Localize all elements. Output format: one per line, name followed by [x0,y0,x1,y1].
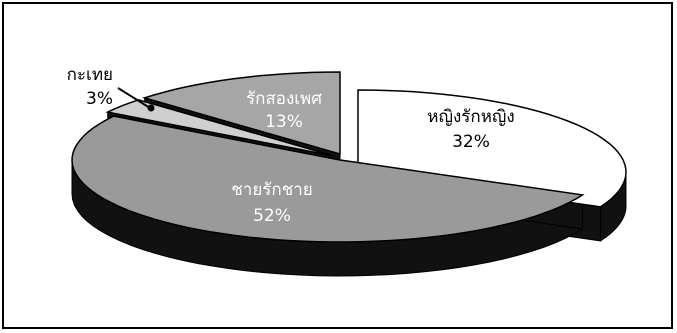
kathoey-leader-line [117,87,151,109]
pie-labels: หญิงรักหญิง 32% ชายรักชาย 52% รักสองเพศ … [67,65,515,226]
slice-value-bisexual: 13% [265,112,303,132]
slice-label-lesbian: หญิงรักหญิง [427,107,514,127]
slice-label-bisexual: รักสองเพศ [246,89,322,109]
slice-value-lesbian: 32% [452,132,490,152]
slice-kathoey-top [105,99,335,157]
slice-label-gay: ชายรักชาย [231,180,313,200]
slice-gay-top [71,115,585,243]
slice-label-kathoey: กะเทย [67,65,113,85]
slice-value-kathoey: 3% [86,89,113,109]
slice-bisexual-top [141,71,341,155]
kathoey-leader-dot [147,104,155,112]
pie-top-layer [71,71,627,243]
slice-value-gay: 52% [253,206,291,226]
